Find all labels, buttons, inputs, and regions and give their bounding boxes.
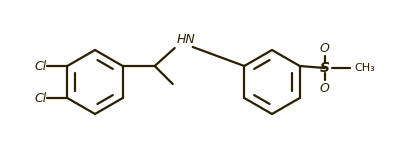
Text: O: O (320, 81, 329, 95)
Text: S: S (320, 61, 330, 75)
Text: CH₃: CH₃ (355, 63, 375, 73)
Text: Cl: Cl (34, 92, 46, 104)
Text: Cl: Cl (34, 60, 46, 72)
Text: O: O (320, 41, 329, 55)
Text: HN: HN (177, 33, 196, 46)
